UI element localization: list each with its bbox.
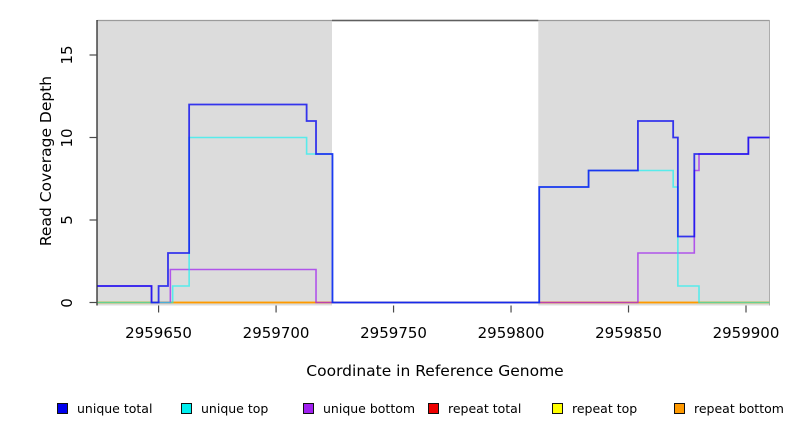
x-tick-label: 2959800 [477, 324, 545, 342]
legend-swatch-icon [428, 402, 439, 414]
series-unique-total [97, 103, 770, 304]
legend-swatch-icon [303, 402, 314, 414]
x-axis-title: Coordinate in Reference Genome [306, 362, 564, 380]
legend-item-repeat-bottom: repeat bottom [674, 399, 784, 417]
legend-swatch-icon [57, 402, 68, 414]
legend: unique total unique top unique bottom re… [0, 399, 792, 419]
legend-item-unique-top: unique top [181, 399, 268, 417]
legend-item-unique-total: unique total [57, 399, 152, 417]
legend-label: repeat top [572, 400, 638, 416]
legend-item-repeat-top: repeat top [552, 399, 637, 417]
legend-item-repeat-total: repeat total [428, 399, 521, 417]
left-gray-region [97, 20, 332, 306]
y-axis-title: Read Coverage Depth [37, 75, 55, 247]
x-tick-label: 2959700 [242, 324, 310, 342]
x-tick-label: 2959900 [712, 324, 780, 342]
legend-label: unique bottom [323, 400, 416, 416]
legend-item-unique-bottom: unique bottom [303, 399, 415, 417]
legend-label: unique top [201, 400, 269, 416]
legend-label: unique total [77, 400, 153, 416]
right-gray-region [538, 20, 770, 306]
legend-label: repeat total [448, 400, 522, 416]
legend-swatch-icon [181, 402, 192, 414]
legend-swatch-icon [552, 402, 563, 414]
y-tick-label: 0 [58, 297, 76, 308]
x-tick-label: 2959850 [595, 324, 662, 342]
y-tick-label: 10 [58, 127, 76, 148]
x-tick-label: 2959650 [125, 324, 192, 342]
x-tick-label: 2959750 [360, 324, 427, 342]
legend-label: repeat bottom [694, 400, 784, 416]
y-tick-label: 15 [58, 45, 76, 65]
legend-swatch-icon [674, 402, 685, 414]
y-tick-label: 5 [58, 215, 76, 225]
